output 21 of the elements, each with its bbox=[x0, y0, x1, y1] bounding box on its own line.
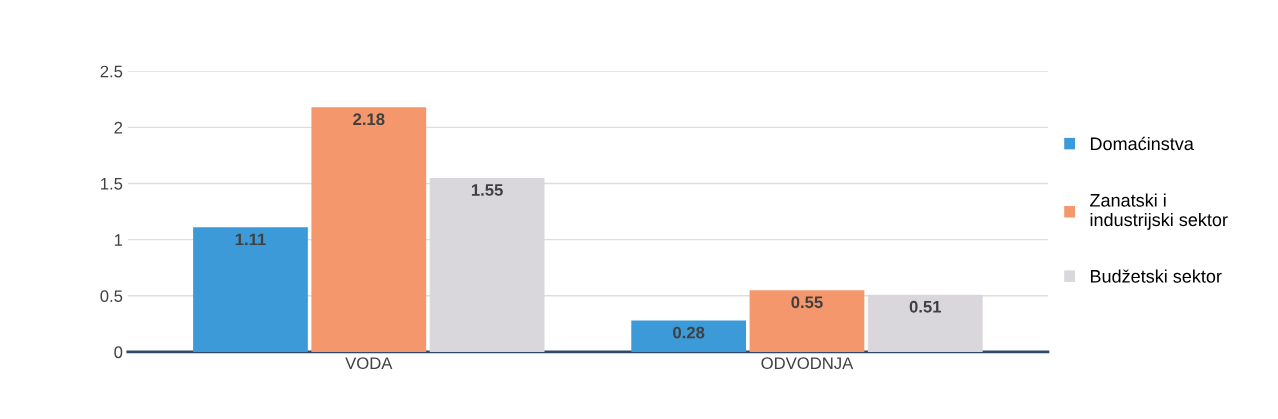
data-label: 2.18 bbox=[353, 113, 385, 126]
legend-label: Domaćinstva bbox=[1090, 136, 1194, 151]
bar bbox=[749, 290, 865, 352]
data-label: 1.55 bbox=[471, 184, 503, 196]
y-tick-label: 1 bbox=[114, 234, 123, 246]
data-label: 0.55 bbox=[791, 296, 823, 309]
bar bbox=[311, 107, 427, 352]
y-tick-label: 1.5 bbox=[101, 178, 123, 190]
data-label: 0.28 bbox=[673, 326, 705, 339]
bar bbox=[193, 227, 308, 352]
x-tick-label: ODVODNJA bbox=[761, 357, 854, 370]
data-label: 0.51 bbox=[909, 300, 942, 313]
data-label: 1.11 bbox=[235, 233, 266, 246]
y-tick-label: 0 bbox=[114, 346, 123, 359]
x-tick-label: VODA bbox=[345, 357, 393, 370]
y-tick-label: 2.5 bbox=[100, 65, 123, 78]
legend-label: Zanatski i industrijski sektor bbox=[1090, 193, 1228, 230]
legend-label: Budžetski sektor bbox=[1090, 269, 1222, 283]
y-tick-label: 2 bbox=[114, 121, 123, 134]
y-tick-label: 0.5 bbox=[100, 290, 123, 303]
bar bbox=[631, 320, 747, 352]
